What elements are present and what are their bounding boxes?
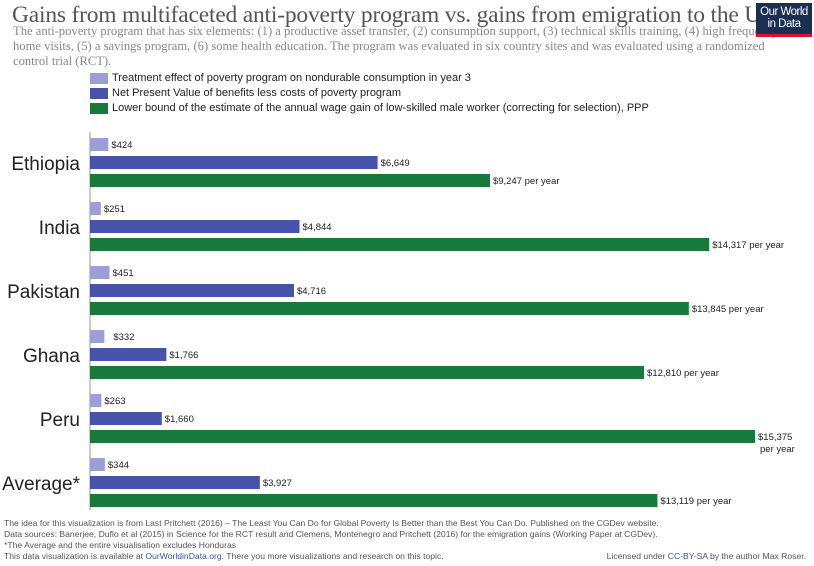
footer: The idea for this visualization is from … — [4, 518, 810, 562]
footer-idea: The idea for this visualization is from … — [4, 518, 659, 528]
legend-label: Lower bound of the estimate of the annua… — [112, 102, 649, 114]
category-label: Ethiopia — [11, 154, 80, 175]
category-label: Ghana — [23, 346, 80, 367]
bar — [90, 220, 300, 233]
footer-availability: This data visualization is available at … — [4, 551, 810, 562]
data-label: $13,845 per year — [692, 304, 764, 315]
data-label: $4,844 — [303, 222, 332, 233]
legend-item-npv: Net Present Value of benefits less costs… — [90, 87, 401, 99]
bar — [90, 366, 645, 379]
data-label: $263 — [104, 396, 125, 407]
footer-note: *The Average and the entire visualisatio… — [4, 540, 237, 550]
bar — [90, 156, 378, 169]
license-text: Licensed under — [606, 551, 668, 561]
bar — [90, 174, 490, 187]
bar — [90, 238, 710, 251]
data-label: $3,927 — [263, 478, 292, 489]
owid-link[interactable]: OurWorldinData.org — [145, 551, 222, 561]
data-label: $1,660 — [165, 414, 194, 425]
footer-text: . There you more visualizations and rese… — [221, 551, 444, 561]
legend-swatch — [90, 87, 108, 99]
legend-label: Treatment effect of poverty program on n… — [112, 72, 471, 84]
category-label: Average* — [2, 474, 80, 495]
bar-chart: Ethiopia $424 $6,649 $9,247 per year India $2… — [2, 132, 795, 510]
category-label: Pakistan — [7, 282, 80, 303]
license-text: by the author Max Roser. — [707, 551, 806, 561]
bar — [90, 348, 167, 361]
legend-item-wage-gain: Lower bound of the estimate of the annua… — [90, 102, 649, 114]
bar — [90, 394, 102, 407]
legend-swatch — [90, 72, 108, 84]
data-label: $14,317 per year — [712, 240, 784, 251]
bar — [90, 138, 109, 151]
footer-sources: Data sources: Banerjee, Duflo et al (201… — [4, 529, 658, 539]
bar — [90, 284, 294, 297]
data-label: $344 — [108, 460, 129, 471]
chart-title: Gains from multifaceted anti-poverty pro… — [12, 2, 774, 28]
bar — [90, 494, 658, 507]
bar — [90, 458, 105, 471]
license-link[interactable]: CC-BY-SA — [667, 551, 708, 561]
category-label: Peru — [40, 410, 80, 431]
data-label: $6,649 — [381, 158, 410, 169]
legend-item-treatment: Treatment effect of poverty program on n… — [90, 72, 471, 84]
bar — [90, 412, 162, 425]
legend-swatch — [90, 102, 108, 114]
data-label: $424 — [111, 140, 132, 151]
data-label: per year — [760, 444, 795, 455]
chart-subtitle: The anti-poverty program that has six el… — [13, 24, 779, 68]
data-label: $4,716 — [297, 286, 326, 297]
category-label: India — [39, 218, 81, 239]
owid-logo[interactable]: Our World in Data — [756, 3, 812, 37]
data-label: $332 — [113, 332, 134, 343]
legend-label: Net Present Value of benefits less costs… — [112, 87, 401, 99]
bar — [90, 476, 260, 489]
data-label: $13,119 per year — [660, 496, 731, 507]
footer-text: This data visualization is available at — [4, 551, 146, 561]
data-label: $12,810 per year — [647, 368, 719, 379]
bar — [90, 302, 689, 315]
data-label: $15,375 — [758, 432, 792, 443]
bar — [90, 330, 105, 343]
data-label: $451 — [113, 268, 134, 279]
bar — [90, 202, 101, 215]
license: Licensed under CC-BY-SA by the author Ma… — [607, 551, 806, 562]
bar — [90, 266, 110, 279]
bar — [90, 430, 755, 443]
data-label: $251 — [104, 204, 125, 215]
data-label: $1,766 — [169, 350, 198, 361]
data-label: $9,247 per year — [493, 176, 560, 187]
